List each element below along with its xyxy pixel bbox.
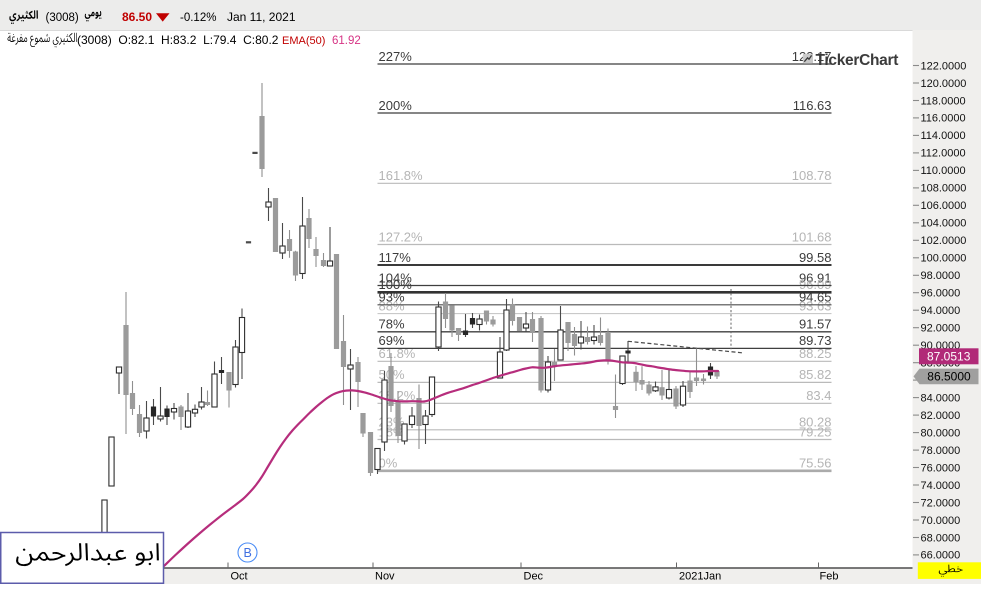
svg-text:74.0000: 74.0000 (921, 480, 961, 492)
svg-text:98.0000: 98.0000 (921, 270, 961, 282)
svg-text:82.0000: 82.0000 (921, 410, 961, 422)
svg-text:127.2%: 127.2% (379, 229, 424, 244)
svg-text:Feb: Feb (820, 571, 839, 583)
svg-text:92.0000: 92.0000 (921, 323, 961, 335)
svg-text:86.50: 86.50 (122, 10, 152, 24)
svg-text:78.0000: 78.0000 (921, 445, 961, 457)
svg-text:161.8%: 161.8% (379, 168, 424, 183)
svg-text:116.63: 116.63 (793, 98, 832, 113)
svg-text:Oct: Oct (231, 571, 248, 583)
svg-text:Jan 11, 2021: Jan 11, 2021 (227, 10, 296, 24)
svg-text:Dec: Dec (524, 571, 544, 583)
svg-text:-0.12%: -0.12% (180, 12, 216, 24)
svg-text:88%: 88% (379, 298, 405, 313)
svg-text:120.0000: 120.0000 (921, 78, 967, 90)
svg-text:70.0000: 70.0000 (921, 515, 961, 527)
svg-text:110.0000: 110.0000 (921, 165, 966, 177)
svg-text:118.0000: 118.0000 (921, 95, 966, 107)
svg-text:112.0000: 112.0000 (921, 148, 966, 160)
svg-text:102.0000: 102.0000 (921, 235, 967, 247)
svg-text:122.0000: 122.0000 (921, 60, 967, 72)
svg-text:85.82: 85.82 (799, 367, 832, 382)
svg-text:227%: 227% (379, 49, 413, 64)
svg-text:116.0000: 116.0000 (921, 113, 966, 125)
svg-text:104.0000: 104.0000 (921, 218, 967, 230)
svg-text:93.63: 93.63 (799, 298, 832, 313)
svg-text:(3008): (3008) (46, 12, 79, 24)
svg-text:68.0000: 68.0000 (921, 532, 961, 544)
svg-text:106.0000: 106.0000 (921, 200, 967, 212)
svg-text:78%: 78% (379, 317, 405, 332)
svg-text:84.0000: 84.0000 (921, 392, 961, 404)
svg-text:Nov: Nov (375, 571, 395, 583)
svg-text:66.0000: 66.0000 (921, 550, 961, 562)
svg-text:99.58: 99.58 (799, 250, 832, 265)
svg-text:114.0000: 114.0000 (921, 130, 966, 142)
svg-text:87.0513: 87.0513 (927, 349, 971, 363)
svg-text:91.57: 91.57 (799, 317, 832, 332)
svg-text:(3008) O:82.1 H:83.2 L:79.4: (3008) O:82.1 H:83.2 L:79.4 C:80.2 (77, 33, 279, 47)
svg-text:83.4: 83.4 (806, 388, 831, 403)
svg-text:108.78: 108.78 (792, 168, 832, 183)
svg-text:117%: 117% (379, 250, 412, 265)
svg-text:TickerChart: TickerChart (816, 52, 899, 69)
svg-text:75.56: 75.56 (799, 456, 832, 471)
svg-text:108.0000: 108.0000 (921, 183, 967, 195)
svg-text:100.0000: 100.0000 (921, 253, 967, 265)
svg-text:80.0000: 80.0000 (921, 427, 961, 439)
svg-text:EMA(50): EMA(50) (282, 35, 325, 47)
svg-text:200%: 200% (379, 98, 413, 113)
svg-text:96.0000: 96.0000 (921, 288, 961, 300)
svg-text:94.0000: 94.0000 (921, 305, 961, 317)
svg-text:72.0000: 72.0000 (921, 497, 961, 509)
svg-text:B: B (244, 546, 252, 560)
svg-text:86.5000: 86.5000 (927, 369, 971, 383)
svg-text:79.25: 79.25 (799, 424, 832, 439)
svg-text:2021Jan: 2021Jan (679, 571, 721, 583)
svg-text:76.0000: 76.0000 (921, 462, 961, 474)
svg-text:61.92: 61.92 (332, 35, 361, 47)
svg-text:0%: 0% (379, 456, 398, 471)
svg-text:101.68: 101.68 (792, 229, 832, 244)
